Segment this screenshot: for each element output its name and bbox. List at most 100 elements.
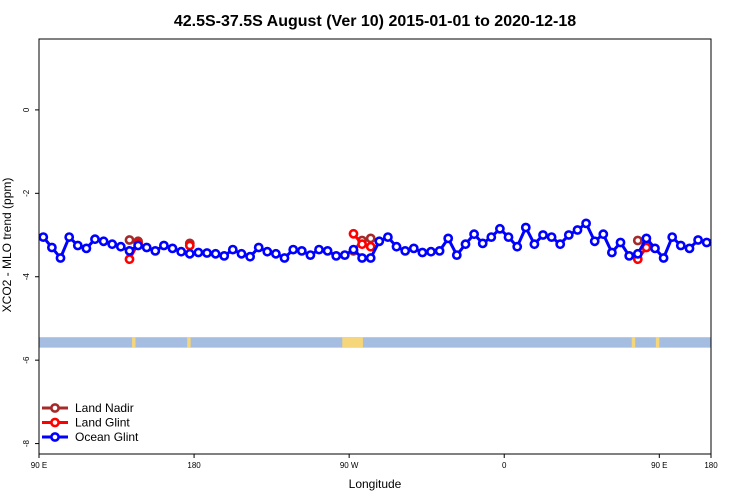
- data-point: [296, 245, 307, 256]
- ocean-band: [39, 337, 711, 348]
- land-segment-2: [342, 337, 363, 348]
- data-point: [555, 239, 566, 250]
- data-point: [339, 250, 350, 260]
- data-point: [632, 248, 643, 259]
- data-point: [210, 248, 221, 259]
- data-point: [124, 235, 135, 245]
- x-tick-label: 180: [704, 461, 718, 470]
- x-tick-label: 90 W: [340, 461, 359, 470]
- data-point: [348, 228, 359, 239]
- data-point: [589, 236, 600, 247]
- data-point: [227, 244, 238, 255]
- data-point: [64, 232, 75, 242]
- data-point: [98, 236, 109, 247]
- chart-title: 42.5S-37.5S August (Ver 10) 2015-01-01 t…: [174, 13, 576, 30]
- data-point: [202, 248, 212, 258]
- land-ocean-mask: [39, 337, 711, 348]
- data-point: [408, 243, 419, 254]
- y-tick-label: -8: [22, 439, 31, 447]
- data-point: [529, 239, 540, 250]
- data-point: [598, 229, 609, 240]
- legend-marker: [50, 417, 60, 428]
- series-2: [38, 218, 712, 263]
- data-point: [581, 218, 591, 229]
- data-point: [641, 233, 652, 244]
- data-point: [417, 247, 428, 258]
- legend-item: Land Glint: [42, 416, 130, 430]
- y-tick-label: -4: [22, 273, 31, 281]
- legend-item: Land Nadir: [42, 401, 134, 415]
- data-point: [563, 230, 574, 240]
- data-point: [72, 240, 83, 251]
- x-tick-label: 90 E: [31, 461, 47, 470]
- legend-item: Ocean Glint: [42, 430, 139, 444]
- data-point: [538, 230, 548, 240]
- data-point: [219, 250, 230, 261]
- data-point: [486, 232, 497, 242]
- data-point: [365, 253, 376, 263]
- data-point: [124, 254, 135, 265]
- x-axis-label: Longitude: [349, 477, 402, 491]
- data-point: [176, 246, 187, 257]
- legend-label: Ocean Glint: [75, 430, 139, 444]
- data-point: [193, 247, 204, 258]
- data-point: [236, 248, 247, 259]
- legend-marker: [50, 432, 60, 442]
- data-point: [107, 239, 118, 250]
- y-tick-label: -6: [22, 356, 31, 364]
- data-point: [314, 244, 324, 255]
- data-point: [279, 253, 290, 263]
- data-point: [365, 233, 376, 244]
- y-tick-label: -2: [22, 189, 31, 197]
- data-point: [684, 243, 695, 254]
- data-point: [167, 243, 178, 254]
- data-point: [357, 239, 367, 250]
- data-point: [133, 240, 143, 251]
- land-segment-1: [187, 337, 191, 348]
- data-point: [512, 241, 523, 252]
- data-point: [150, 245, 161, 256]
- data-point: [158, 240, 169, 251]
- land-segment-4: [655, 337, 660, 348]
- data-point: [503, 232, 514, 242]
- data-point: [270, 248, 281, 259]
- data-point: [90, 234, 100, 245]
- data-point: [460, 239, 471, 250]
- data-point: [400, 245, 411, 256]
- data-point: [426, 246, 436, 257]
- data-point: [451, 250, 462, 260]
- data-point: [124, 245, 135, 256]
- data-point: [572, 225, 583, 235]
- data-point: [443, 233, 454, 244]
- x-tick-label: 0: [502, 461, 507, 470]
- data-point: [262, 246, 273, 257]
- data-point: [546, 232, 557, 242]
- data-point: [469, 229, 479, 240]
- land-segment-0: [132, 337, 136, 348]
- data-point: [331, 250, 342, 261]
- x-axis-ticks: 90 E 180 90 W 0 90 E 180: [31, 454, 718, 470]
- data-point: [701, 237, 712, 248]
- data-point: [477, 238, 488, 249]
- data-point: [348, 244, 359, 255]
- legend-marker: [50, 403, 60, 413]
- data-point: [141, 242, 152, 253]
- data-point: [650, 243, 660, 254]
- data-point: [658, 253, 669, 263]
- legend-label: Land Glint: [75, 416, 130, 430]
- data-point: [693, 235, 703, 245]
- data-point: [374, 236, 385, 247]
- data-point: [305, 250, 316, 260]
- y-axis-label: XCO2 - MLO trend (ppm): [0, 178, 14, 313]
- data-point: [115, 241, 126, 252]
- data-point: [288, 244, 299, 255]
- data-point: [494, 223, 505, 234]
- data-point: [365, 241, 376, 252]
- series-layer: [38, 218, 712, 265]
- land-segment-3: [631, 337, 636, 348]
- data-point: [391, 241, 402, 252]
- plot-frame: [38, 38, 712, 455]
- x-tick-label: 180: [187, 461, 201, 470]
